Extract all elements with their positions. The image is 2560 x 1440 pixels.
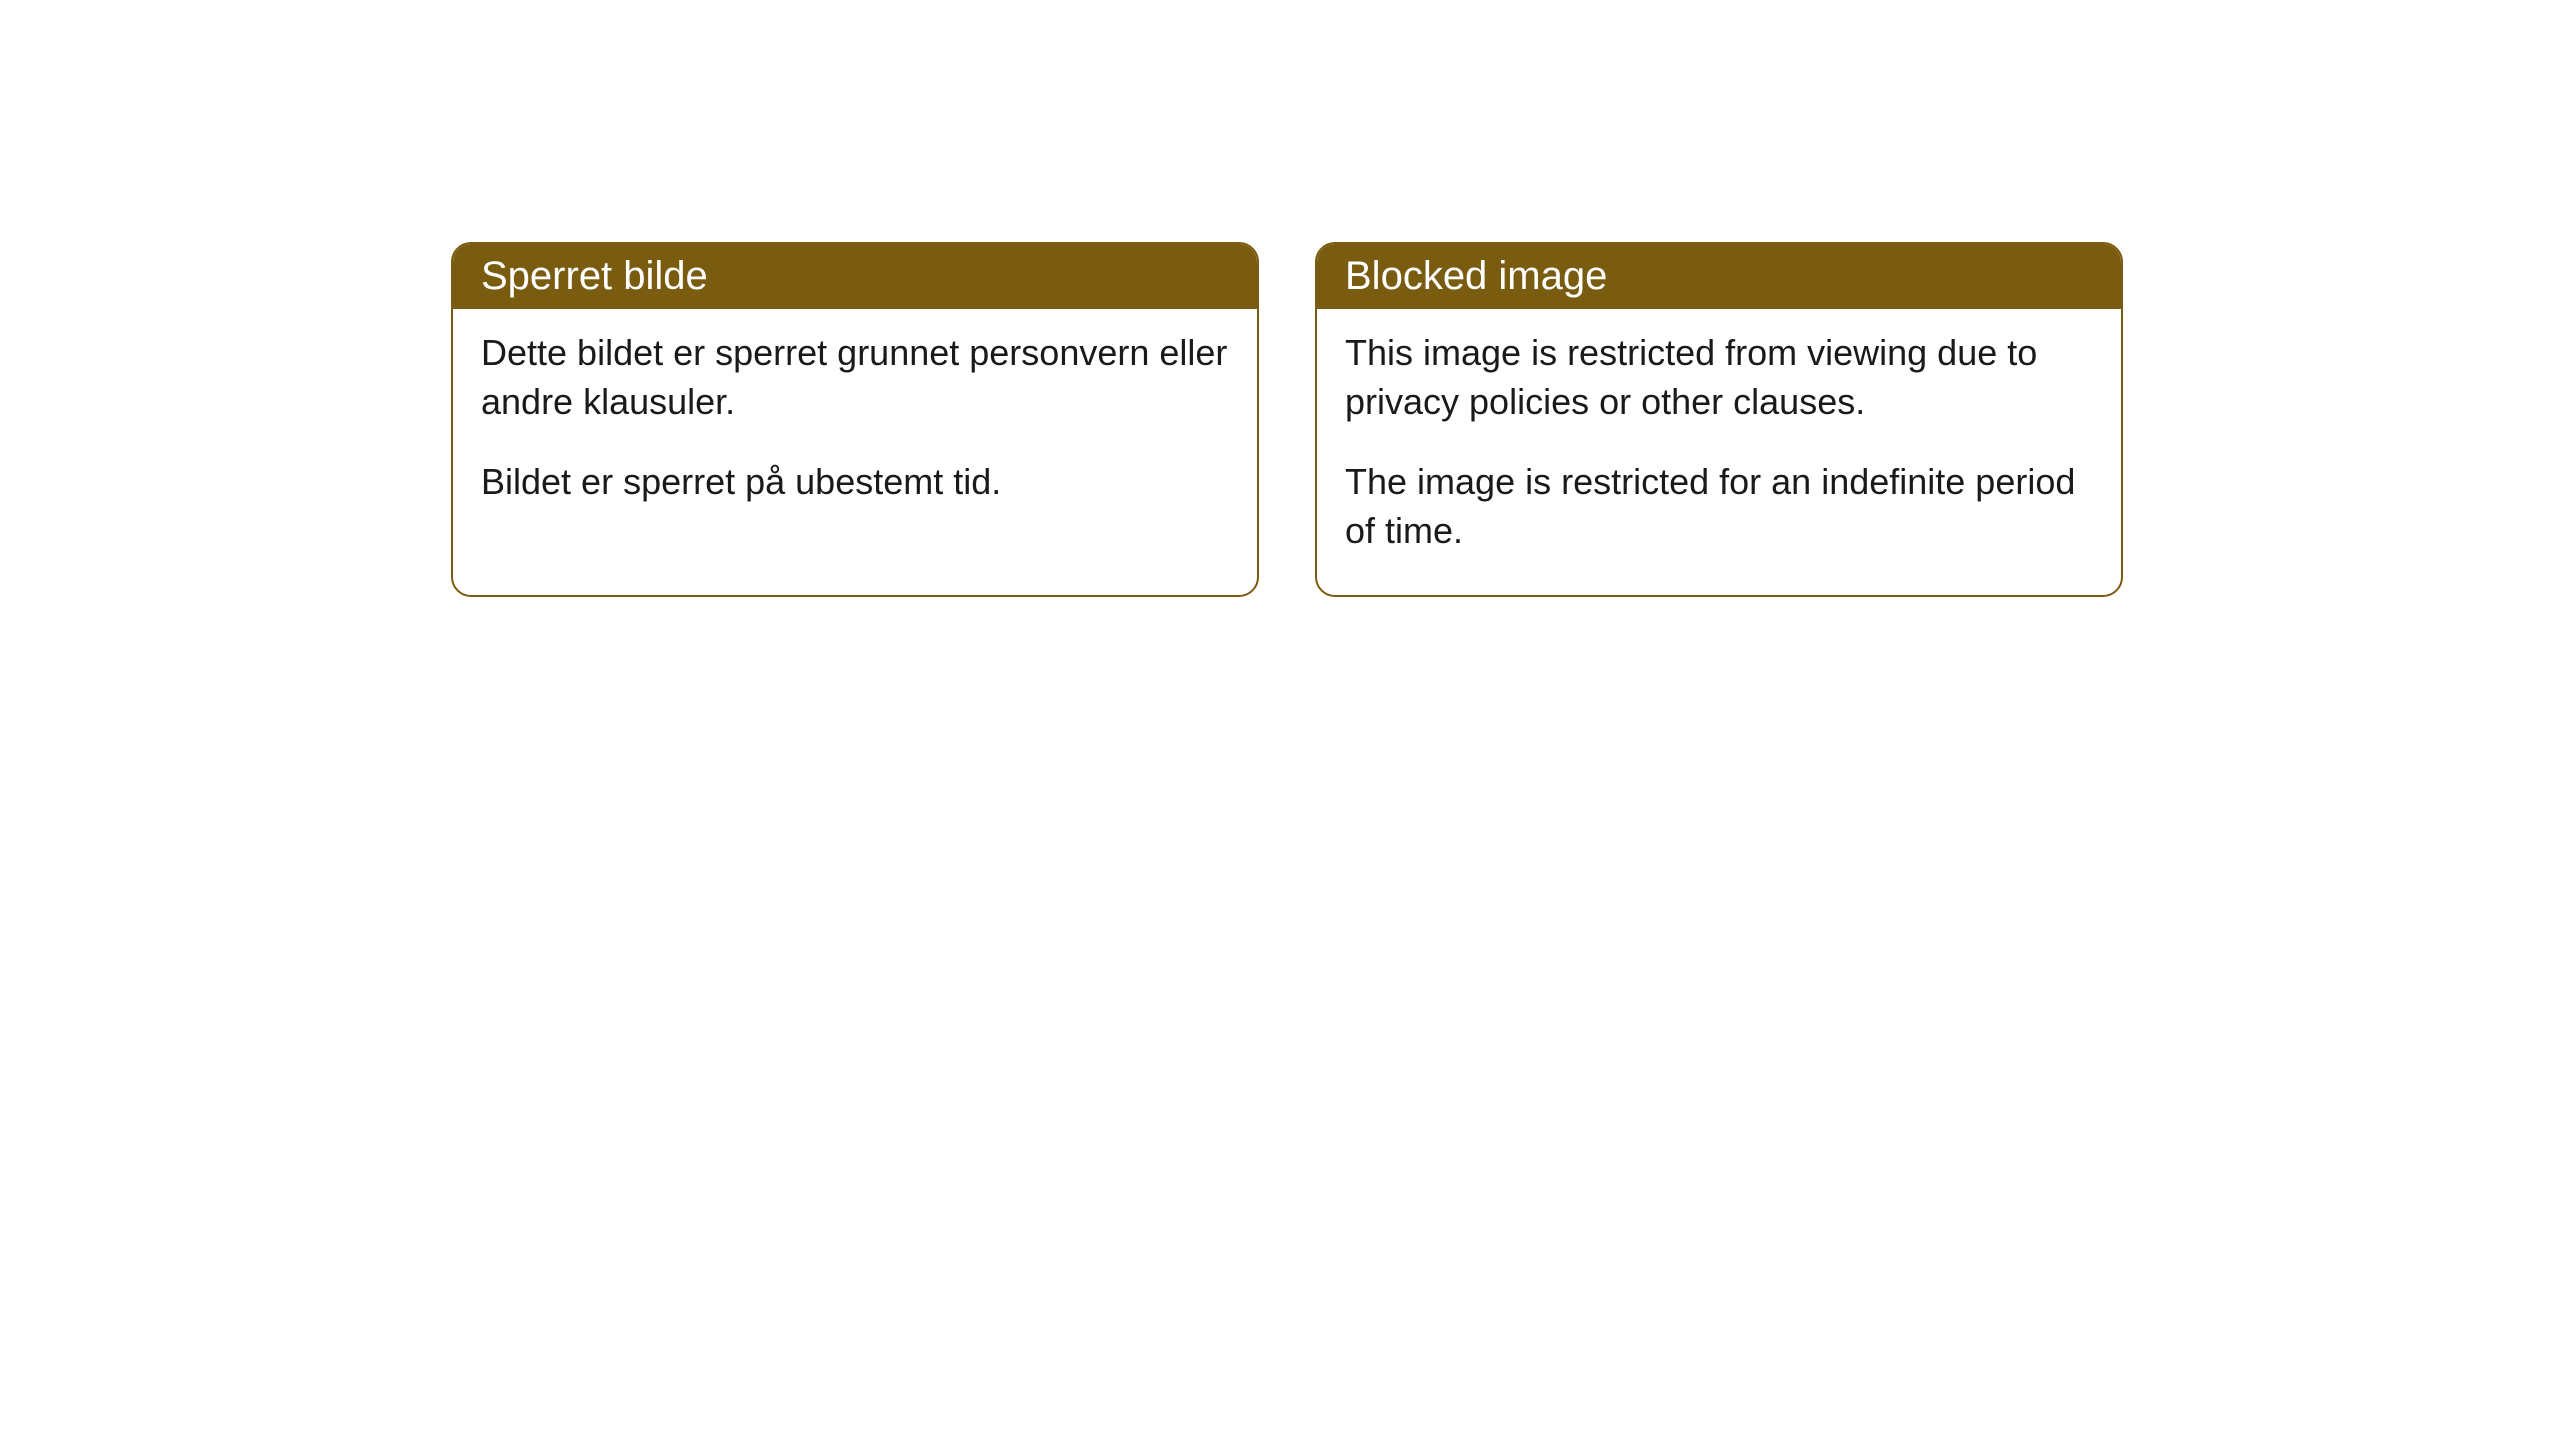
notice-card-title: Sperret bilde [481, 254, 708, 298]
notice-card-english: Blocked image This image is restricted f… [1315, 242, 2123, 597]
notice-card-header: Blocked image [1317, 244, 2121, 309]
notice-card-body: This image is restricted from viewing du… [1317, 309, 2121, 595]
notice-card-title: Blocked image [1345, 254, 1607, 298]
notice-paragraph: The image is restricted for an indefinit… [1345, 458, 2093, 555]
notice-card-norwegian: Sperret bilde Dette bildet er sperret gr… [451, 242, 1259, 597]
notice-paragraph: This image is restricted from viewing du… [1345, 329, 2093, 426]
notice-paragraph: Dette bildet er sperret grunnet personve… [481, 329, 1229, 426]
notice-card-header: Sperret bilde [453, 244, 1257, 309]
notice-paragraph: Bildet er sperret på ubestemt tid. [481, 458, 1229, 507]
notice-card-body: Dette bildet er sperret grunnet personve… [453, 309, 1257, 547]
notice-cards-container: Sperret bilde Dette bildet er sperret gr… [451, 242, 2123, 597]
